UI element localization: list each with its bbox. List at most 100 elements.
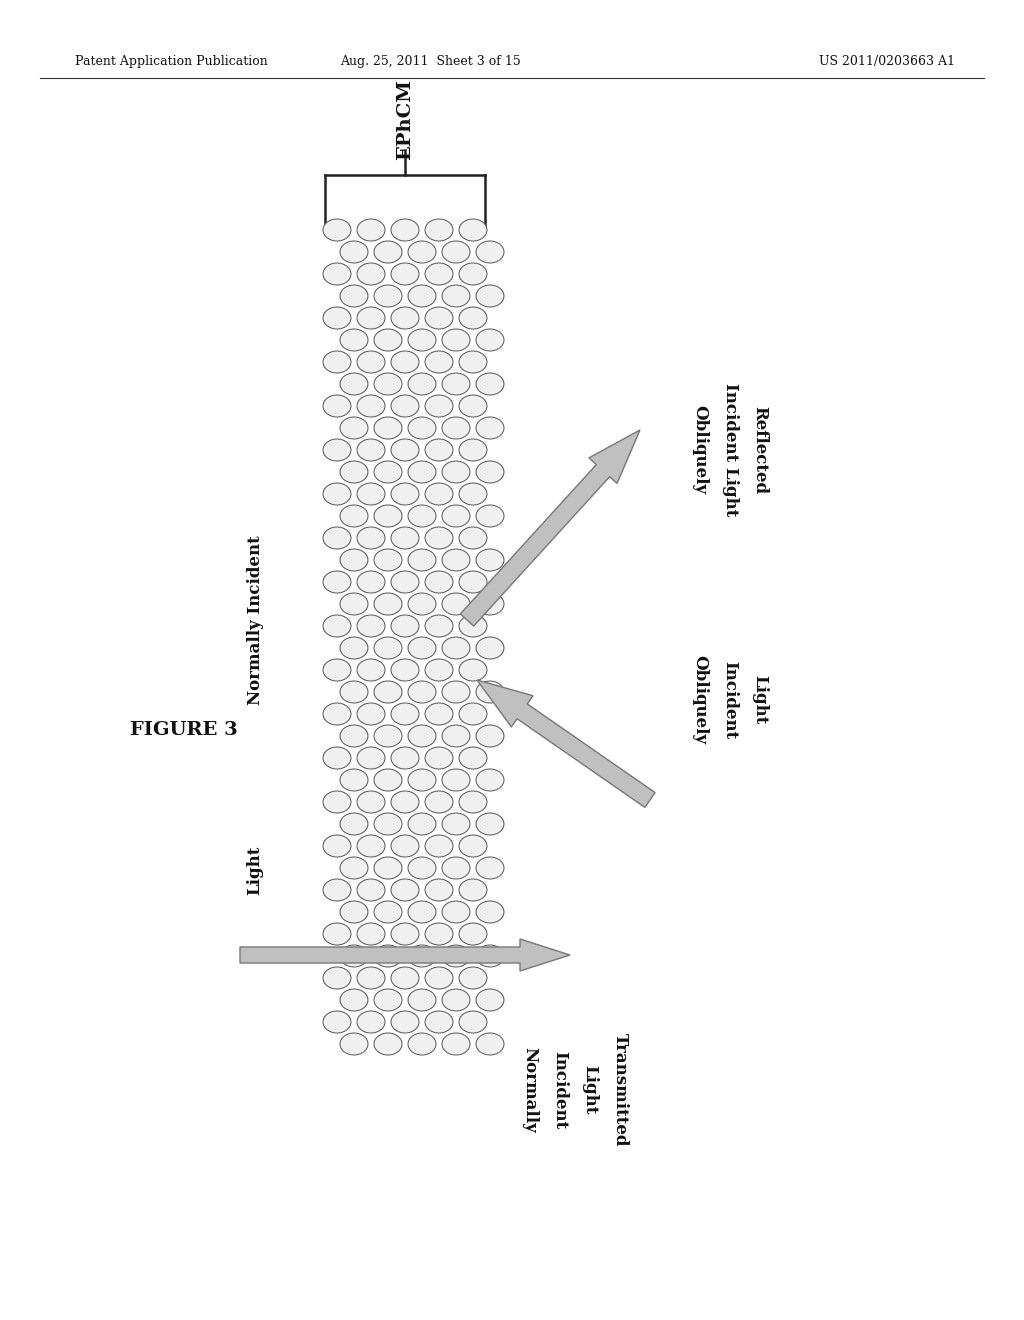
Ellipse shape [459,968,487,989]
Ellipse shape [408,638,436,659]
Ellipse shape [357,791,385,813]
Ellipse shape [442,857,470,879]
Ellipse shape [442,1034,470,1055]
Ellipse shape [476,1034,504,1055]
Ellipse shape [442,902,470,923]
Ellipse shape [357,351,385,374]
Ellipse shape [476,242,504,263]
Ellipse shape [459,351,487,374]
Ellipse shape [476,593,504,615]
Ellipse shape [442,329,470,351]
Ellipse shape [374,902,402,923]
Ellipse shape [476,770,504,791]
Ellipse shape [425,615,453,638]
Ellipse shape [459,923,487,945]
Ellipse shape [374,725,402,747]
Ellipse shape [374,593,402,615]
Ellipse shape [391,395,419,417]
Ellipse shape [476,549,504,572]
Ellipse shape [340,989,368,1011]
Ellipse shape [323,923,351,945]
Ellipse shape [408,242,436,263]
Ellipse shape [408,593,436,615]
Ellipse shape [408,461,436,483]
Ellipse shape [425,923,453,945]
Ellipse shape [476,285,504,308]
Ellipse shape [476,638,504,659]
Ellipse shape [374,242,402,263]
Ellipse shape [442,242,470,263]
Text: Incident: Incident [722,661,738,739]
Ellipse shape [408,374,436,395]
Text: Reflected: Reflected [752,407,768,494]
Ellipse shape [459,659,487,681]
Ellipse shape [374,813,402,836]
Ellipse shape [459,747,487,770]
Ellipse shape [408,989,436,1011]
Ellipse shape [459,615,487,638]
Ellipse shape [340,417,368,440]
Ellipse shape [374,417,402,440]
Ellipse shape [374,285,402,308]
Ellipse shape [391,572,419,593]
Ellipse shape [340,374,368,395]
Ellipse shape [408,329,436,351]
Ellipse shape [391,791,419,813]
Ellipse shape [374,681,402,704]
Ellipse shape [391,968,419,989]
Ellipse shape [442,506,470,527]
Ellipse shape [374,374,402,395]
Ellipse shape [357,572,385,593]
Ellipse shape [425,219,453,242]
Ellipse shape [442,461,470,483]
Ellipse shape [476,725,504,747]
Ellipse shape [425,572,453,593]
Ellipse shape [340,902,368,923]
Ellipse shape [357,968,385,989]
Ellipse shape [425,440,453,461]
Ellipse shape [408,549,436,572]
Text: Obliquely: Obliquely [691,656,709,744]
Ellipse shape [340,857,368,879]
Ellipse shape [323,1011,351,1034]
Ellipse shape [323,263,351,285]
Ellipse shape [374,1034,402,1055]
Ellipse shape [476,681,504,704]
Ellipse shape [357,483,385,506]
Ellipse shape [323,351,351,374]
Ellipse shape [442,374,470,395]
Ellipse shape [425,263,453,285]
Ellipse shape [391,659,419,681]
Ellipse shape [323,791,351,813]
Ellipse shape [374,461,402,483]
Ellipse shape [425,351,453,374]
Ellipse shape [323,879,351,902]
Ellipse shape [442,945,470,968]
Ellipse shape [425,791,453,813]
Ellipse shape [408,902,436,923]
Ellipse shape [476,945,504,968]
Ellipse shape [391,440,419,461]
Polygon shape [477,680,655,808]
Ellipse shape [425,747,453,770]
Ellipse shape [340,813,368,836]
Text: Light: Light [752,676,768,725]
Ellipse shape [391,527,419,549]
Ellipse shape [391,923,419,945]
Ellipse shape [442,593,470,615]
Ellipse shape [476,417,504,440]
Ellipse shape [340,770,368,791]
Ellipse shape [408,417,436,440]
Ellipse shape [459,791,487,813]
Ellipse shape [323,527,351,549]
Ellipse shape [391,704,419,725]
Text: EPhCM: EPhCM [396,79,414,161]
Ellipse shape [442,285,470,308]
Ellipse shape [357,615,385,638]
Ellipse shape [476,902,504,923]
Ellipse shape [459,527,487,549]
Text: Normally Incident: Normally Incident [247,535,263,705]
Ellipse shape [357,659,385,681]
Ellipse shape [357,440,385,461]
Ellipse shape [476,857,504,879]
